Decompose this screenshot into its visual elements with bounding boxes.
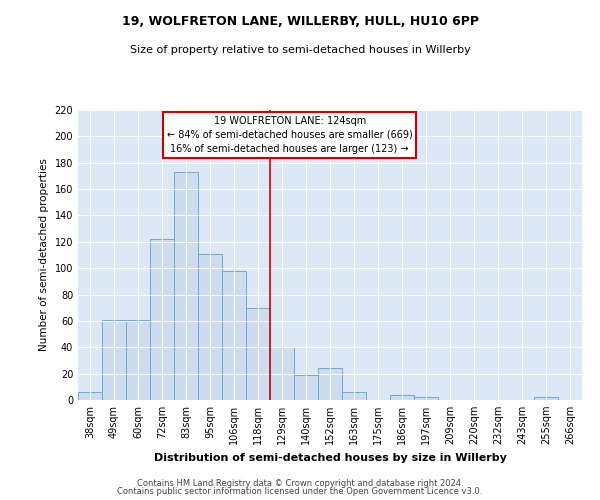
Bar <box>390 394 414 400</box>
Bar <box>222 271 246 400</box>
Y-axis label: Number of semi-detached properties: Number of semi-detached properties <box>39 158 49 352</box>
Text: Contains HM Land Registry data © Crown copyright and database right 2024.: Contains HM Land Registry data © Crown c… <box>137 478 463 488</box>
Bar <box>414 398 438 400</box>
Bar <box>270 348 294 400</box>
Bar <box>294 375 318 400</box>
Bar <box>78 392 102 400</box>
Bar <box>126 320 150 400</box>
Text: Size of property relative to semi-detached houses in Willerby: Size of property relative to semi-detach… <box>130 45 470 55</box>
Bar <box>102 320 126 400</box>
Text: 19, WOLFRETON LANE, WILLERBY, HULL, HU10 6PP: 19, WOLFRETON LANE, WILLERBY, HULL, HU10… <box>121 15 479 28</box>
Bar <box>174 172 198 400</box>
Bar <box>150 239 174 400</box>
Bar <box>534 398 558 400</box>
Text: Contains public sector information licensed under the Open Government Licence v3: Contains public sector information licen… <box>118 487 482 496</box>
Text: 19 WOLFRETON LANE: 124sqm
← 84% of semi-detached houses are smaller (669)
16% of: 19 WOLFRETON LANE: 124sqm ← 84% of semi-… <box>167 116 413 154</box>
Bar <box>318 368 342 400</box>
X-axis label: Distribution of semi-detached houses by size in Willerby: Distribution of semi-detached houses by … <box>154 452 506 462</box>
Bar <box>246 308 270 400</box>
Bar <box>198 254 222 400</box>
Bar <box>342 392 366 400</box>
